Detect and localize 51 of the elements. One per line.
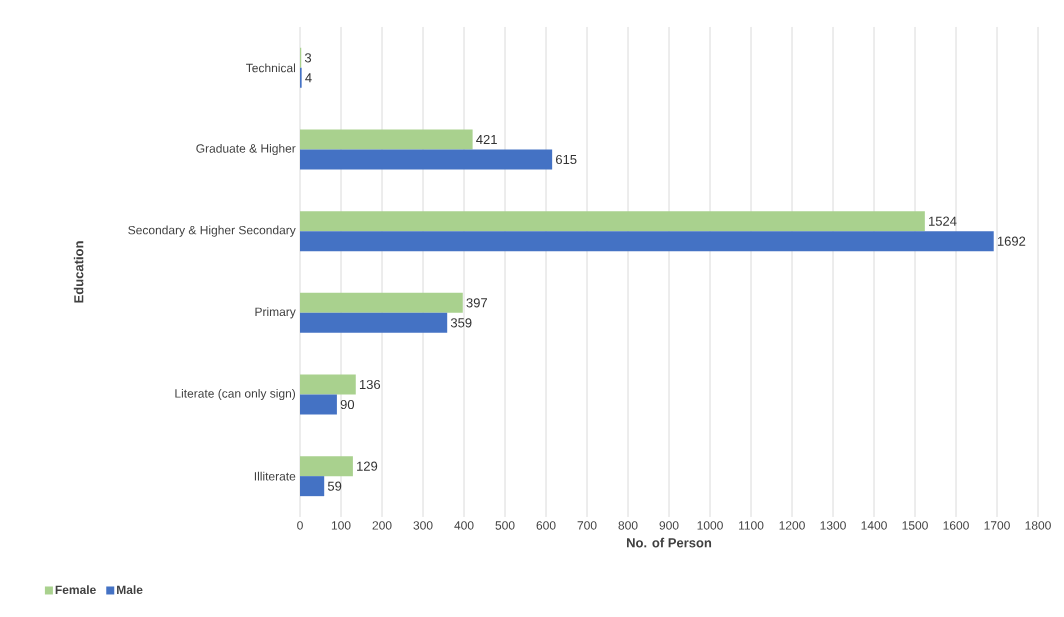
x-tick-label: 1300 bbox=[820, 521, 846, 530]
x-tick-label: 1700 bbox=[984, 521, 1010, 530]
x-tick-label: 1200 bbox=[779, 521, 805, 530]
x-tick-label: 600 bbox=[536, 521, 556, 530]
y-tick-label: Graduate & Higher bbox=[196, 143, 296, 156]
data-label: 4 bbox=[305, 73, 312, 83]
x-tick-label: 1000 bbox=[697, 521, 723, 530]
bar bbox=[300, 231, 994, 252]
data-label: 615 bbox=[556, 154, 577, 165]
x-tick-label: 900 bbox=[659, 521, 679, 530]
y-tick-label: Secondary & Higher Secondary bbox=[128, 225, 296, 237]
x-tick-label: 1400 bbox=[861, 521, 887, 530]
data-label: 359 bbox=[450, 318, 472, 328]
data-label: 3 bbox=[304, 53, 312, 63]
data-label: 90 bbox=[340, 399, 355, 410]
bar bbox=[300, 394, 337, 415]
bar bbox=[300, 129, 473, 150]
bar bbox=[300, 374, 356, 395]
data-label: 59 bbox=[327, 481, 342, 491]
x-tick-label: 200 bbox=[372, 521, 392, 530]
bar bbox=[300, 292, 463, 313]
x-tick-label: 1100 bbox=[739, 521, 764, 530]
legend-label: Female bbox=[55, 585, 96, 595]
x-tick-label: 400 bbox=[454, 521, 474, 530]
x-tick-label: 800 bbox=[618, 521, 638, 530]
x-tick-label: 100 bbox=[331, 521, 351, 530]
y-tick-label: Technical bbox=[246, 63, 296, 73]
data-label: 1524 bbox=[929, 216, 957, 226]
data-label: 421 bbox=[476, 134, 497, 145]
y-tick-label: Literate (can only sign) bbox=[175, 388, 296, 401]
legend-label: Male bbox=[117, 585, 143, 595]
bar bbox=[300, 149, 553, 170]
data-label: 129 bbox=[357, 461, 378, 471]
y-tick-label: Illiterate bbox=[254, 471, 296, 481]
bar bbox=[300, 312, 448, 333]
x-tick-label: 1500 bbox=[902, 521, 928, 530]
x-tick-label: 300 bbox=[413, 521, 433, 530]
data-label: 397 bbox=[466, 298, 487, 308]
data-label: 136 bbox=[359, 379, 381, 390]
bar bbox=[300, 476, 325, 497]
y-tick-label: Primary bbox=[255, 307, 296, 319]
x-tick-label: 700 bbox=[577, 521, 597, 530]
y-axis-title: Education bbox=[73, 241, 84, 303]
x-tick-label: 1800 bbox=[1025, 521, 1051, 530]
bar bbox=[300, 211, 925, 232]
x-tick-label: 0 bbox=[297, 521, 303, 530]
data-label: 1692 bbox=[997, 236, 1026, 246]
x-axis-title: No. of Person bbox=[627, 537, 712, 548]
x-tick-label: 500 bbox=[495, 521, 515, 530]
bar bbox=[300, 456, 353, 477]
x-tick-label: 1600 bbox=[943, 521, 969, 530]
